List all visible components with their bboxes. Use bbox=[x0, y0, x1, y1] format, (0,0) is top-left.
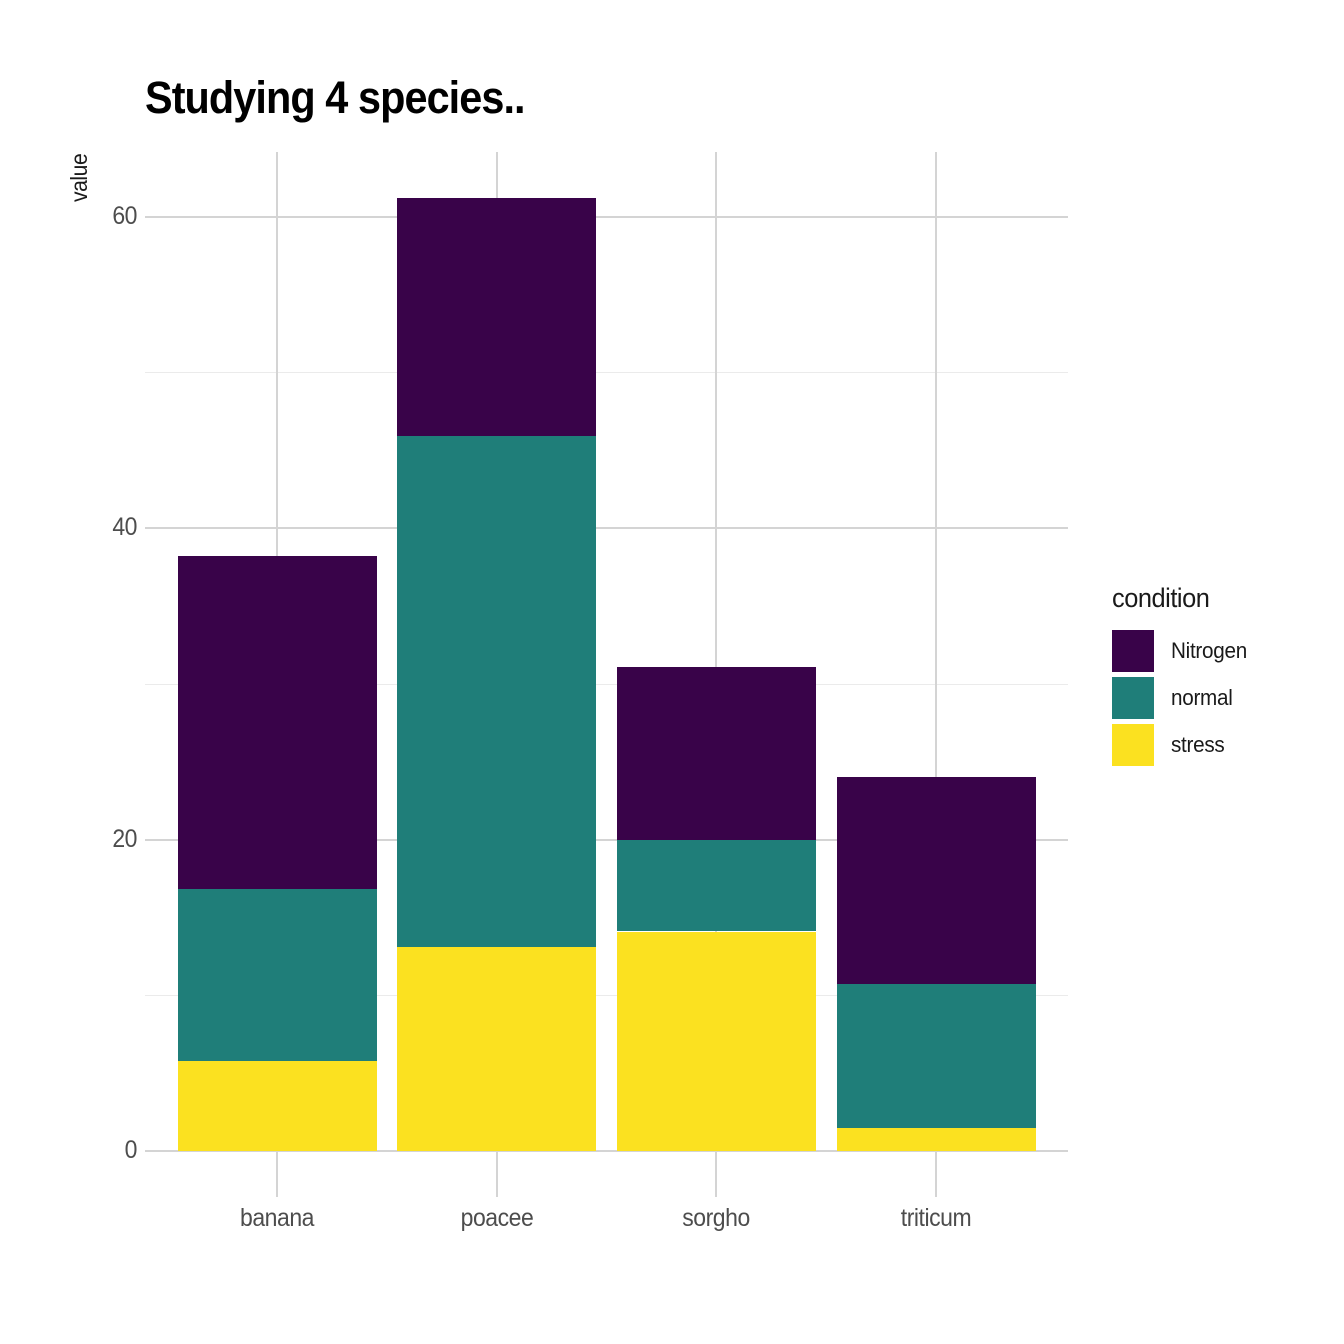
y-tick-label: 60 bbox=[112, 202, 137, 230]
legend-swatch bbox=[1112, 630, 1154, 672]
major-gridline bbox=[145, 527, 1068, 530]
bar-segment-poacee-normal bbox=[397, 436, 597, 948]
legend-swatch bbox=[1112, 677, 1154, 719]
minor-gridline bbox=[145, 994, 1068, 996]
plot-panel bbox=[145, 152, 1068, 1197]
y-tick-label: 20 bbox=[112, 824, 137, 853]
major-gridline bbox=[145, 216, 1068, 218]
bar-segment-banana-stress bbox=[177, 1060, 377, 1151]
legend-swatch bbox=[1112, 724, 1154, 766]
bar-segment-banana-normal bbox=[177, 889, 377, 1061]
bar-segment-triticum-normal bbox=[836, 984, 1036, 1128]
bar-segment-sorgho-Nitrogen bbox=[616, 666, 816, 840]
legend-title: condition bbox=[1112, 583, 1210, 613]
bar-segment-triticum-stress bbox=[836, 1127, 1036, 1151]
y-tick-label: 0 bbox=[124, 1136, 138, 1164]
legend-item: stress bbox=[1112, 724, 1252, 766]
x-tick-label: triticum bbox=[900, 1204, 972, 1232]
legend-label: stress bbox=[1171, 732, 1225, 757]
legend-item: normal bbox=[1112, 677, 1252, 719]
x-tick-label: banana bbox=[239, 1204, 315, 1232]
y-tick-label: 40 bbox=[112, 513, 137, 542]
bar-segment-poacee-stress bbox=[397, 947, 597, 1151]
bar-segment-sorgho-stress bbox=[616, 931, 816, 1151]
category-gridline bbox=[935, 152, 937, 1197]
legend-label: Nitrogen bbox=[1171, 638, 1247, 663]
x-tick-label: poacee bbox=[460, 1204, 534, 1232]
bar-segment-sorgho-normal bbox=[616, 839, 816, 932]
legend-label: normal bbox=[1171, 685, 1233, 710]
chart-title: Studying 4 species.. bbox=[145, 72, 526, 123]
x-tick-label: sorgho bbox=[682, 1204, 751, 1232]
legend: condition Nitrogen normal stress bbox=[1112, 583, 1252, 771]
bar-segment-poacee-Nitrogen bbox=[397, 198, 597, 437]
bar-segment-triticum-Nitrogen bbox=[836, 777, 1036, 985]
minor-gridline bbox=[145, 683, 1068, 685]
legend-item: Nitrogen bbox=[1112, 630, 1252, 672]
bar-segment-banana-Nitrogen bbox=[177, 556, 377, 890]
legend-items: Nitrogen normal stress bbox=[1112, 630, 1252, 766]
major-gridline bbox=[145, 838, 1068, 841]
y-axis-title: value bbox=[66, 153, 92, 202]
major-gridline bbox=[145, 1150, 1068, 1152]
minor-gridline bbox=[145, 372, 1068, 374]
